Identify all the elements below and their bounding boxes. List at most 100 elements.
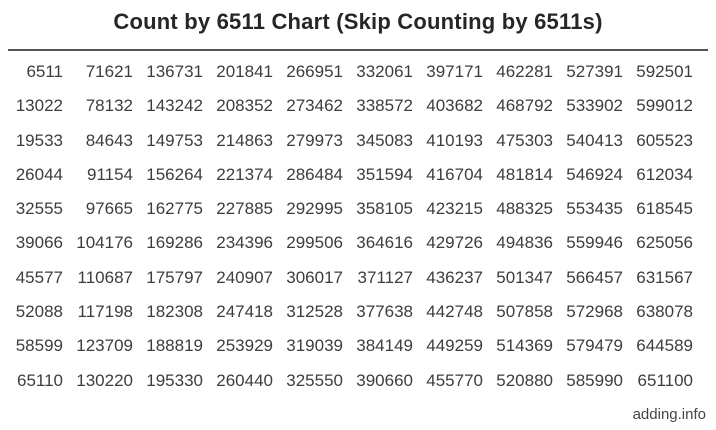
table-cell: 58599 [15, 336, 63, 356]
table-cell: 345083 [356, 130, 413, 150]
table-cell: 78132 [85, 96, 133, 116]
table-cell: 65110 [16, 370, 63, 390]
table-cell: 364616 [356, 233, 413, 253]
table-cell: 175797 [146, 267, 203, 287]
table-cell: 195330 [146, 370, 203, 390]
table-cell: 579479 [566, 336, 623, 356]
table-cell: 19533 [15, 130, 63, 150]
table-cell: 39066 [15, 233, 63, 253]
table-cell: 546924 [566, 164, 623, 184]
table-cell: 631567 [636, 267, 693, 287]
table-cell: 260440 [216, 370, 273, 390]
site-watermark: adding.info [632, 406, 706, 423]
table-cell: 442748 [426, 302, 483, 322]
table-cell: 32555 [15, 199, 63, 219]
table-cell: 559946 [566, 233, 623, 253]
table-cell: 625056 [636, 233, 693, 253]
table-cell: 481814 [496, 164, 553, 184]
table-cell: 299506 [286, 233, 343, 253]
table-cell: 520880 [496, 370, 553, 390]
table-cell: 644589 [636, 336, 693, 356]
table-cell: 6511 [26, 62, 63, 81]
table-cell: 104176 [76, 233, 133, 253]
table-cell: 455770 [426, 370, 483, 390]
table-cell: 306017 [286, 267, 343, 287]
table-cell: 501347 [496, 267, 553, 287]
table-cell: 71621 [85, 62, 133, 81]
table-cell: 468792 [496, 96, 553, 116]
table-cell: 449259 [426, 336, 483, 356]
table-cell: 410193 [426, 130, 483, 150]
table-cell: 377638 [356, 302, 413, 322]
table-cell: 91154 [86, 164, 133, 184]
table-cell: 45577 [15, 267, 63, 287]
table-cell: 462281 [496, 62, 553, 81]
table-cell: 214863 [216, 130, 273, 150]
table-cell: 540413 [566, 130, 623, 150]
table-cell: 247418 [216, 302, 273, 322]
table-cell: 651100 [637, 370, 693, 390]
table-cell: 592501 [636, 62, 693, 81]
table-cell: 403682 [426, 96, 483, 116]
skip-counting-table: 6511 71621 136731 201841 266951 332061 397171 4… [0, 55, 700, 398]
table-cell: 169286 [146, 233, 203, 253]
table-cell: 416704 [426, 164, 483, 184]
table-cell: 182308 [146, 302, 203, 322]
table-cell: 26044 [15, 164, 63, 184]
table-cell: 612034 [636, 164, 693, 184]
page-title: Count by 6511 Chart (Skip Counting by 65… [113, 9, 603, 34]
table-cell: 371127 [357, 267, 413, 287]
table-cell: 143242 [146, 96, 203, 116]
table-cell: 494836 [496, 233, 553, 253]
table-cell: 507858 [496, 302, 553, 322]
table-cell: 390660 [356, 370, 413, 390]
table-cell: 162775 [146, 199, 203, 219]
table-cell: 319039 [286, 336, 343, 356]
table-cell: 599012 [636, 96, 693, 116]
table-cell: 618545 [636, 199, 693, 219]
table-cell: 286484 [286, 164, 343, 184]
title-divider [8, 49, 708, 51]
table-cell: 358105 [356, 199, 413, 219]
table-cell: 188819 [146, 336, 203, 356]
table-cell: 436237 [426, 267, 483, 287]
table-cell: 97665 [85, 199, 133, 219]
table-cell: 553435 [566, 199, 623, 219]
table-cell: 429726 [426, 233, 483, 253]
table-cell: 52088 [15, 302, 63, 322]
table-cell: 84643 [85, 130, 133, 150]
table-cell: 566457 [566, 267, 623, 287]
table-cell: 13022 [15, 96, 63, 116]
table-cell: 585990 [566, 370, 623, 390]
table-cell: 514369 [496, 336, 553, 356]
table-cell: 234396 [216, 233, 273, 253]
table-cell: 488325 [496, 199, 553, 219]
table-cell: 338572 [356, 96, 413, 116]
table-cell: 227885 [216, 199, 273, 219]
table-cell: 332061 [356, 62, 413, 81]
table-cell: 123709 [76, 336, 133, 356]
table-cell: 266951 [286, 62, 343, 81]
table-cell: 605523 [636, 130, 693, 150]
table-cell: 117198 [77, 302, 133, 322]
table-cell: 130220 [76, 370, 133, 390]
table-cell: 208352 [216, 96, 273, 116]
table-cell: 279973 [286, 130, 343, 150]
table-cell: 312528 [286, 302, 343, 322]
table-cell: 397171 [426, 62, 483, 81]
table-cell: 221374 [216, 164, 273, 184]
table-cell: 638078 [636, 302, 693, 322]
table-cell: 253929 [216, 336, 273, 356]
table-cell: 423215 [426, 199, 483, 219]
table-cell: 527391 [566, 62, 623, 81]
table-cell: 325550 [286, 370, 343, 390]
table-cell: 149753 [146, 130, 203, 150]
table-cell: 384149 [356, 336, 413, 356]
table-cell: 273462 [286, 96, 343, 116]
table-cell: 110687 [77, 267, 133, 287]
table-cell: 572968 [566, 302, 623, 322]
table-cell: 156264 [146, 164, 203, 184]
table-cell: 240907 [216, 267, 273, 287]
table-cell: 201841 [216, 62, 273, 81]
